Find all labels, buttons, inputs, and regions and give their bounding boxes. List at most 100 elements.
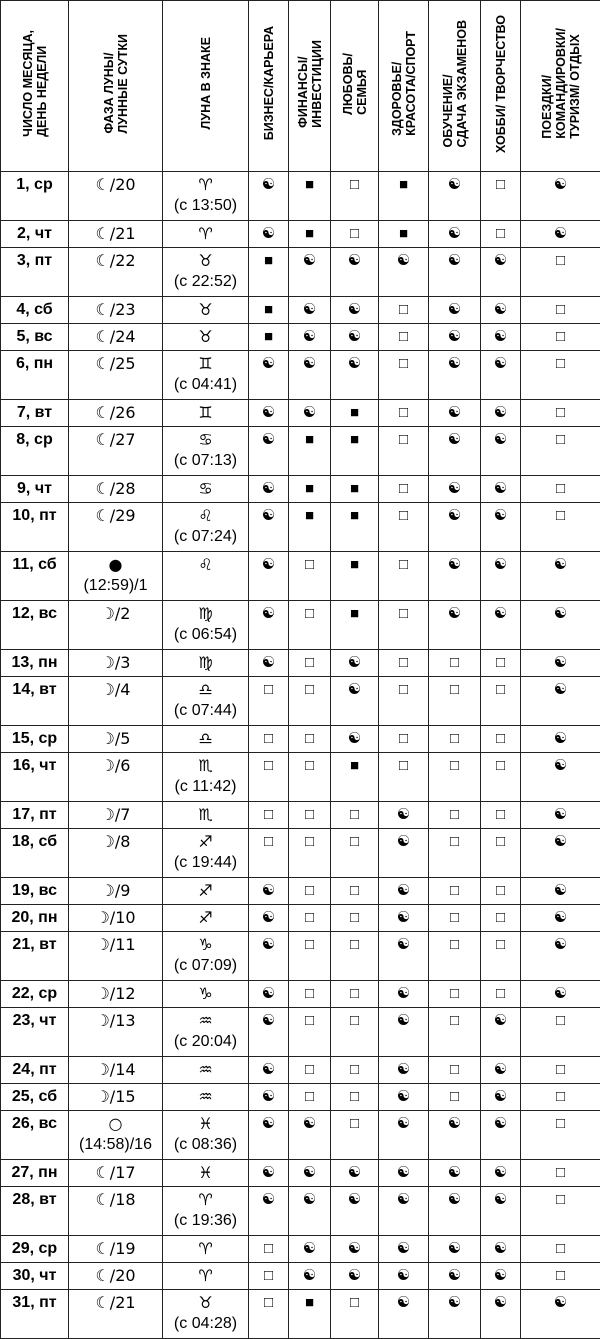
rating-cell: □ <box>521 1236 600 1263</box>
rating-cell: ☯ <box>481 552 521 601</box>
yin-yang-icon: ☯ <box>448 355 461 372</box>
rating-cell: □ <box>521 297 600 324</box>
moon-phase-cell: ☽/14 <box>69 1057 163 1084</box>
yin-yang-icon: ☯ <box>397 1115 410 1132</box>
yin-yang-icon: ☯ <box>494 301 507 318</box>
table-row: 1, ср☾/20♈(с 13:50)☯■□■☯□☯ <box>1 172 600 221</box>
table-row: 13, пн☽/3♍☯□☯□□□☯ <box>1 650 600 677</box>
moon-phase-cell: ☽/15 <box>69 1084 163 1111</box>
rating-cell: ☯ <box>481 476 521 503</box>
table-row: 17, пт☽/7♏□□□☯□□☯ <box>1 802 600 829</box>
empty-square-icon: □ <box>450 909 459 926</box>
moon-sign-cell: ♉ <box>163 324 249 351</box>
rating-cell: □ <box>429 1084 481 1111</box>
sign-entry-time: (с 13:50) <box>163 195 248 216</box>
empty-square-icon: □ <box>556 1191 565 1208</box>
yin-yang-icon: ☯ <box>262 654 275 671</box>
rating-cell: ☯ <box>429 172 481 221</box>
yin-yang-icon: ☯ <box>303 1240 316 1257</box>
moon-phase-cell: ☽/9 <box>69 878 163 905</box>
header-label: ОБУЧЕНИЕ/ СДАЧА ЭКЗАМЕНОВ <box>441 20 469 148</box>
empty-square-icon: □ <box>305 1088 314 1105</box>
day-cell: 17, пт <box>1 802 69 829</box>
table-row: 30, чт☾/20♈□☯☯☯☯☯□ <box>1 1263 600 1290</box>
table-row: 9, чт☾/28♋☯■■□☯☯□ <box>1 476 600 503</box>
moon-phase-cell: ☽/7 <box>69 802 163 829</box>
moon-phase: ☾/21 <box>69 1292 162 1313</box>
table-row: 7, вт☾/26♊☯☯■□☯☯□ <box>1 400 600 427</box>
rating-cell: ☯ <box>379 248 429 297</box>
empty-square-icon: □ <box>399 556 408 573</box>
table-row: 29, ср☾/19♈□☯☯☯☯☯□ <box>1 1236 600 1263</box>
table-row: 11, сб●(12:59)/1♌☯□■□☯☯☯ <box>1 552 600 601</box>
filled-square-icon: ■ <box>305 176 314 193</box>
rating-cell: ☯ <box>521 552 600 601</box>
yin-yang-icon: ☯ <box>554 730 567 747</box>
yin-yang-icon: ☯ <box>448 301 461 318</box>
moon-phase: ☽/6 <box>69 755 162 776</box>
yin-yang-icon: ☯ <box>397 1294 410 1311</box>
rating-cell: ■ <box>249 324 289 351</box>
zodiac-icon: ♏ <box>163 755 248 776</box>
moon-phase-cell: ☾/25 <box>69 351 163 400</box>
rating-cell: ☯ <box>249 1160 289 1187</box>
empty-square-icon: □ <box>264 681 273 698</box>
moon-phase: ☾/20 <box>69 174 162 195</box>
rating-cell: □ <box>429 1008 481 1057</box>
yin-yang-icon: ☯ <box>448 252 461 269</box>
yin-yang-icon: ☯ <box>397 1191 410 1208</box>
empty-square-icon: □ <box>305 1061 314 1078</box>
zodiac-icon: ♓ <box>163 1162 248 1183</box>
rating-cell: □ <box>429 677 481 726</box>
yin-yang-icon: ☯ <box>348 654 361 671</box>
empty-square-icon: □ <box>496 806 505 823</box>
rating-cell: □ <box>521 1187 600 1236</box>
table-row: 20, пн☽/10♐☯□□☯□□☯ <box>1 905 600 932</box>
rating-cell: □ <box>289 677 331 726</box>
header-business: БИЗНЕС/КАРЬЕРА <box>249 1 289 172</box>
rating-cell: ☯ <box>429 427 481 476</box>
day-cell: 1, ср <box>1 172 69 221</box>
rating-cell: □ <box>429 726 481 753</box>
rating-cell: ☯ <box>521 878 600 905</box>
rating-cell: □ <box>481 905 521 932</box>
moon-phase-cell: ☾/19 <box>69 1236 163 1263</box>
yin-yang-icon: ☯ <box>348 1164 361 1181</box>
rating-cell: ☯ <box>249 650 289 677</box>
rating-cell: ■ <box>331 552 379 601</box>
rating-cell: ☯ <box>521 829 600 878</box>
yin-yang-icon: ☯ <box>448 176 461 193</box>
rating-cell: ☯ <box>289 248 331 297</box>
rating-cell: ■ <box>379 221 429 248</box>
rating-cell: ☯ <box>249 476 289 503</box>
rating-cell: ☯ <box>249 1187 289 1236</box>
day-cell: 12, вс <box>1 601 69 650</box>
rating-cell: □ <box>289 1008 331 1057</box>
day-cell: 3, пт <box>1 248 69 297</box>
rating-cell: □ <box>289 601 331 650</box>
day-cell: 7, вт <box>1 400 69 427</box>
empty-square-icon: □ <box>556 1267 565 1284</box>
empty-square-icon: □ <box>305 985 314 1002</box>
rating-cell: □ <box>429 753 481 802</box>
header-label: ХОББИ/ ТВОРЧЕСТВО <box>494 15 508 153</box>
rating-cell: ☯ <box>521 932 600 981</box>
rating-cell: □ <box>481 726 521 753</box>
header-moon-sign: ЛУНА В ЗНАКЕ <box>163 1 249 172</box>
rating-cell: □ <box>379 351 429 400</box>
empty-square-icon: □ <box>450 681 459 698</box>
filled-square-icon: ■ <box>305 1294 314 1311</box>
moon-sign-cell: ♊(с 04:41) <box>163 351 249 400</box>
yin-yang-icon: ☯ <box>494 1012 507 1029</box>
day-cell: 8, ср <box>1 427 69 476</box>
empty-square-icon: □ <box>556 1061 565 1078</box>
zodiac-icon: ♑ <box>163 983 248 1004</box>
day-cell: 20, пн <box>1 905 69 932</box>
filled-square-icon: ■ <box>399 225 408 242</box>
rating-cell: ☯ <box>379 878 429 905</box>
empty-square-icon: □ <box>350 1115 359 1132</box>
yin-yang-icon: ☯ <box>348 730 361 747</box>
sign-entry-time: (с 22:52) <box>163 271 248 292</box>
table-row: 5, вс☾/24♉■☯☯□☯☯□ <box>1 324 600 351</box>
moon-phase-cell: ☾/26 <box>69 400 163 427</box>
